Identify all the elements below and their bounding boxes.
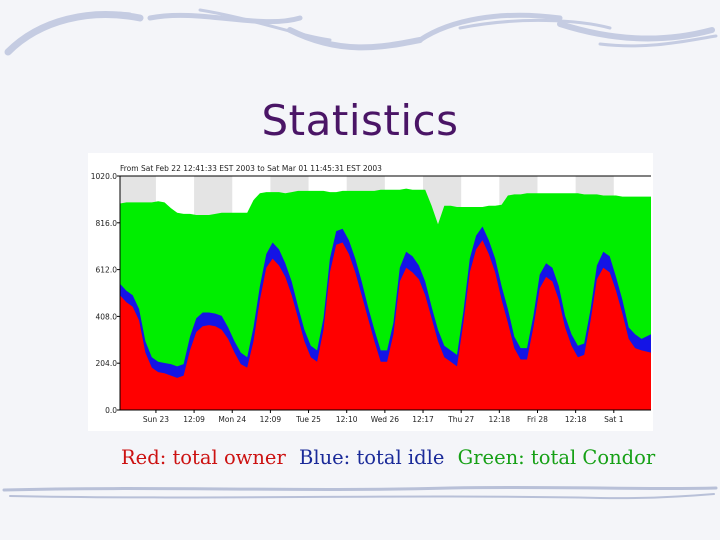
x-tick-label: Thu 27 xyxy=(447,415,474,424)
y-tick-label: 816.0 xyxy=(96,219,118,228)
y-tick-label: 1020.0 xyxy=(91,172,117,181)
stacked-area-chart: 1020.0 816.0 612.0 408.0 204.0 0.0 Sun 23 12:09… xyxy=(91,164,651,424)
chart: 1020.0 816.0 612.0 408.0 204.0 0.0 Sun 23 12:09… xyxy=(88,153,653,431)
legend-idle: Blue: total idle xyxy=(299,446,445,469)
chart-areas xyxy=(120,188,651,410)
legend-owner: Red: total owner xyxy=(121,446,286,469)
x-tick-label: 12:17 xyxy=(412,415,434,424)
chart-axes: 1020.0 816.0 612.0 408.0 204.0 0.0 Sun 23 12:09… xyxy=(91,172,651,424)
x-tick-label: Wed 26 xyxy=(371,415,400,424)
legend-caption: Red: total owner Blue: total idle Green:… xyxy=(121,446,681,469)
x-tick-label: 12:18 xyxy=(489,415,511,424)
brush-stroke-decoration-bottom xyxy=(2,485,718,500)
y-tick-label: 612.0 xyxy=(96,266,118,275)
chart-title: From Sat Feb 22 12:41:33 EST 2003 to Sat… xyxy=(120,164,382,173)
x-tick-label: 12:10 xyxy=(336,415,358,424)
y-tick-label: 204.0 xyxy=(96,359,118,368)
x-tick-label: 12:09 xyxy=(183,415,205,424)
x-tick-label: 12:09 xyxy=(260,415,282,424)
x-tick-label: Sun 23 xyxy=(143,415,169,424)
x-tick-label: Mon 24 xyxy=(218,415,246,424)
legend-condor: Green: total Condor xyxy=(457,446,656,469)
x-tick-label: Sat 1 xyxy=(604,415,624,424)
series-area-owner xyxy=(120,240,651,410)
y-tick-label: 408.0 xyxy=(96,312,118,321)
x-tick-label: Tue 25 xyxy=(295,415,321,424)
brush-stroke-decoration-top xyxy=(4,8,718,56)
y-tick-label: 0.0 xyxy=(105,406,117,415)
slide-title: Statistics xyxy=(261,96,459,145)
x-tick-label: Fri 28 xyxy=(527,415,548,424)
x-tick-label: 12:18 xyxy=(565,415,587,424)
